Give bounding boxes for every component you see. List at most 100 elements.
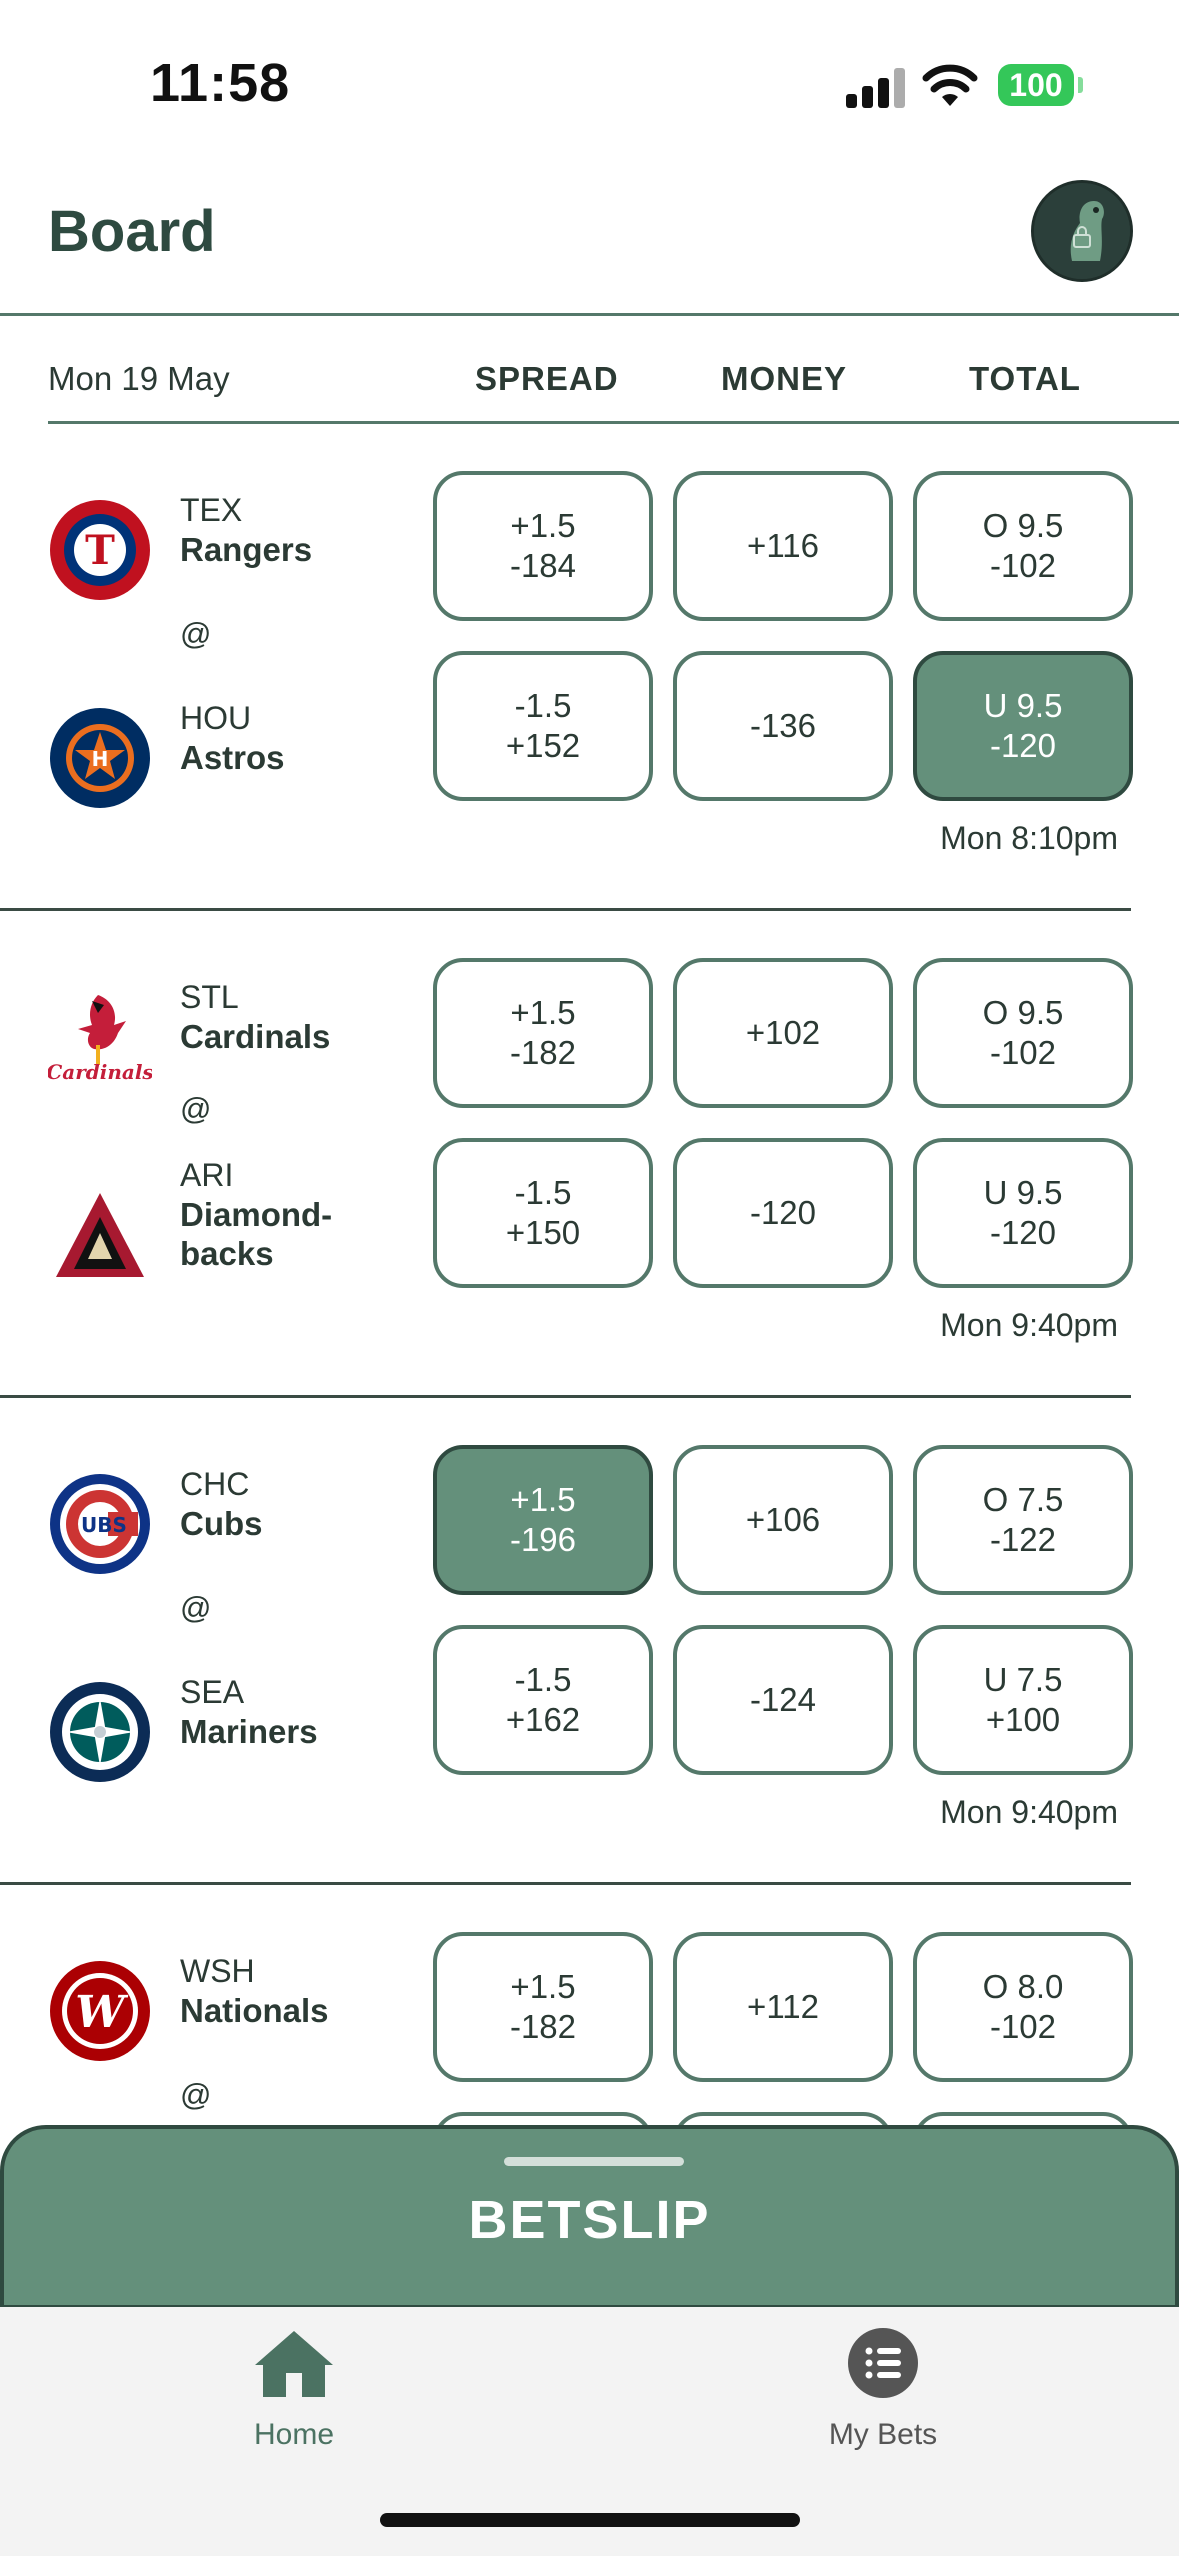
home-indicator <box>380 2513 800 2527</box>
at-separator: @ <box>180 2077 212 2112</box>
home-team: ARI Diamond-backs <box>48 1157 428 1277</box>
money-price: -136 <box>749 707 817 744</box>
rangers-logo-icon: T <box>50 500 150 600</box>
team-name: Cubs <box>180 1505 263 1542</box>
home-team: SEA Mariners <box>48 1674 428 1794</box>
game-time: Mon 8:10pm <box>940 820 1118 856</box>
total-price: +100 <box>985 1701 1061 1738</box>
home-money-button[interactable]: -124 <box>673 1625 893 1775</box>
spread-price: +152 <box>505 727 581 764</box>
total-line: O 9.5 <box>982 507 1064 544</box>
money-price: +112 <box>747 1988 819 2025</box>
total-line: U 7.5 <box>983 1661 1063 1698</box>
away-team: UBS CHC Cubs <box>48 1466 428 1586</box>
team-name: Nationals <box>180 1992 329 2029</box>
games-list: T TEX Rangers @ H HOU Astros +1.5 -184 +1… <box>0 424 1179 2372</box>
spread-price: +150 <box>505 1214 581 1251</box>
home-total-button[interactable]: U 9.5 -120 <box>913 651 1133 801</box>
svg-text:H: H <box>92 747 109 771</box>
cardinals-logo-icon: Cardinals <box>48 995 152 1084</box>
total-price: -120 <box>989 727 1057 764</box>
away-team: Cardinals STL Cardinals <box>48 979 428 1099</box>
money-price: -120 <box>749 1194 817 1231</box>
tab-home-label: Home <box>253 2418 335 2451</box>
at-separator: @ <box>180 616 212 651</box>
column-money: MONEY <box>721 360 848 397</box>
home-team: H HOU Astros <box>48 700 428 820</box>
team-name: Cardinals <box>180 1018 331 1055</box>
total-line: O 7.5 <box>982 1481 1064 1518</box>
away-money-button[interactable]: +116 <box>673 471 893 621</box>
game-card: UBS CHC Cubs @ SEA Mariners +1.5 -196 <box>0 1398 1179 1885</box>
nationals-logo-icon: W <box>50 1961 150 2061</box>
spread-line: -1.5 <box>514 687 572 724</box>
at-separator: @ <box>180 1091 212 1126</box>
total-price: -102 <box>989 1034 1057 1071</box>
status-bar: 11:58 100 <box>0 0 1179 170</box>
away-team: T TEX Rangers <box>48 492 428 612</box>
team-abbr: STL <box>180 979 239 1015</box>
mariners-logo-icon <box>50 1682 150 1782</box>
total-price: -102 <box>989 2008 1057 2045</box>
total-line: O 9.5 <box>982 994 1064 1031</box>
team-name: Rangers <box>180 531 313 568</box>
away-spread-button[interactable]: +1.5 -196 <box>433 1445 653 1595</box>
away-total-button[interactable]: O 9.5 -102 <box>913 471 1133 621</box>
avatar[interactable] <box>1031 180 1133 282</box>
column-spread: SPREAD <box>475 360 619 397</box>
drag-handle[interactable] <box>504 2157 684 2166</box>
home-spread-button[interactable]: -1.5 +162 <box>433 1625 653 1775</box>
spread-price: -184 <box>509 547 577 584</box>
svg-text:Cardinals: Cardinals <box>48 1060 152 1084</box>
away-money-button[interactable]: +106 <box>673 1445 893 1595</box>
away-spread-button[interactable]: +1.5 -184 <box>433 471 653 621</box>
tab-my-bets[interactable]: My Bets <box>753 2327 1013 2452</box>
tab-home[interactable]: Home <box>164 2327 424 2452</box>
home-spread-button[interactable]: -1.5 +152 <box>433 651 653 801</box>
away-spread-button[interactable]: +1.5 -182 <box>433 1932 653 2082</box>
away-team: W WSH Nationals <box>48 1953 428 2073</box>
home-total-button[interactable]: U 7.5 +100 <box>913 1625 1133 1775</box>
spread-line: +1.5 <box>510 507 576 544</box>
team-abbr: SEA <box>180 1674 245 1710</box>
home-money-button[interactable]: -120 <box>673 1138 893 1288</box>
game-time: Mon 9:40pm <box>940 1307 1118 1343</box>
away-total-button[interactable]: O 8.0 -102 <box>913 1932 1133 2082</box>
svg-text:UBS: UBS <box>81 1513 127 1537</box>
total-price: -120 <box>989 1214 1057 1251</box>
date-label: Mon 19 May <box>48 360 230 397</box>
team-name: Mariners <box>180 1713 318 1750</box>
home-spread-button[interactable]: -1.5 +150 <box>433 1138 653 1288</box>
spread-price: -182 <box>509 2008 577 2045</box>
home-money-button[interactable]: -136 <box>673 651 893 801</box>
game-divider <box>0 1395 1131 1398</box>
team-abbr: ARI <box>180 1157 234 1193</box>
svg-text:T: T <box>85 527 115 574</box>
spread-price: -182 <box>509 1034 577 1071</box>
team-abbr: TEX <box>180 492 243 528</box>
team-abbr: CHC <box>180 1466 250 1502</box>
game-divider <box>0 1882 1131 1885</box>
cubs-logo-icon: UBS <box>50 1474 150 1574</box>
away-total-button[interactable]: O 7.5 -122 <box>913 1445 1133 1595</box>
astros-logo-icon: H <box>50 708 150 808</box>
wifi-icon <box>922 64 978 106</box>
away-total-button[interactable]: O 9.5 -102 <box>913 958 1133 1108</box>
away-spread-button[interactable]: +1.5 -182 <box>433 958 653 1108</box>
home-total-button[interactable]: U 9.5 -120 <box>913 1138 1133 1288</box>
away-money-button[interactable]: +102 <box>673 958 893 1108</box>
away-money-button[interactable]: +112 <box>673 1932 893 2082</box>
money-price: -124 <box>749 1681 817 1718</box>
total-line: U 9.5 <box>983 687 1063 724</box>
spread-line: +1.5 <box>510 1481 576 1518</box>
spread-line: -1.5 <box>514 1174 572 1211</box>
money-price: +106 <box>745 1501 821 1538</box>
cellular-signal-icon <box>846 68 906 108</box>
game-card: Cardinals STL Cardinals @ ARI Diamond-ba… <box>0 911 1179 1398</box>
total-price: -122 <box>989 1521 1057 1558</box>
game-divider <box>0 908 1131 911</box>
spread-price: +162 <box>505 1701 581 1738</box>
home-icon <box>255 2331 333 2397</box>
battery-icon: 100 <box>998 64 1083 106</box>
dinosaur-avatar-icon <box>1034 183 1130 279</box>
